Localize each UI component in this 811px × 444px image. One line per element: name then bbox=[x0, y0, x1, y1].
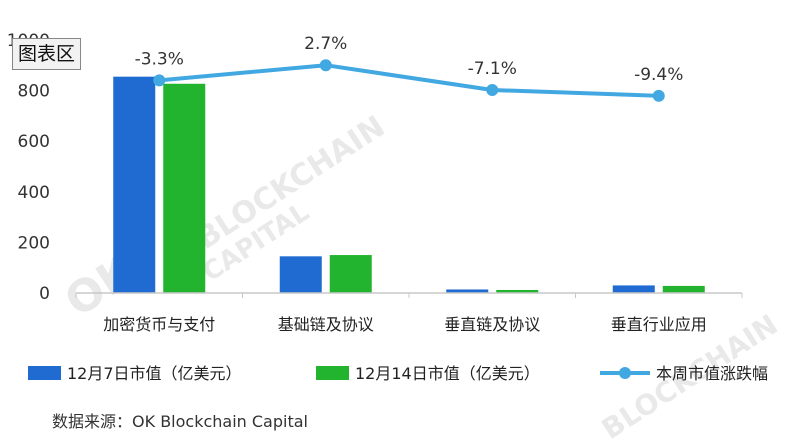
chart-area-tag[interactable]: 图表区 bbox=[12, 38, 82, 70]
bar-dec14-4 bbox=[662, 285, 705, 293]
change-data-label: -3.3% bbox=[135, 49, 184, 69]
legend-marker-change bbox=[619, 367, 631, 379]
bar-dec14-2 bbox=[329, 255, 372, 293]
legend-swatch-dec7 bbox=[28, 366, 61, 380]
y-tick-label: 800 bbox=[18, 82, 50, 102]
y-tick-label: 0 bbox=[39, 284, 50, 304]
change-point bbox=[486, 83, 499, 96]
y-tick-label: 200 bbox=[18, 233, 50, 253]
source-label: 数据来源： bbox=[52, 412, 133, 431]
change-data-label: -7.1% bbox=[468, 59, 517, 79]
x-category-label: 垂直行业应用 bbox=[611, 315, 707, 334]
y-tick-label: 400 bbox=[18, 183, 50, 203]
bar-dec7-1 bbox=[113, 76, 156, 293]
legend: 12月7日市值（亿美元） 12月14日市值（亿美元） 本周市值涨跌幅 bbox=[28, 364, 768, 383]
change-point bbox=[319, 59, 332, 72]
bar-dec7-3 bbox=[446, 289, 489, 293]
bar-dec14-1 bbox=[163, 83, 206, 293]
bars bbox=[113, 76, 705, 293]
source-note: 数据来源：OK Blockchain Capital bbox=[52, 408, 308, 432]
source-value: OK Blockchain Capital bbox=[132, 412, 308, 431]
bar-dec14-3 bbox=[496, 289, 539, 293]
y-axis: 02004006008001000 bbox=[7, 31, 50, 304]
x-category-label: 垂直链及协议 bbox=[444, 315, 540, 334]
y-tick-label: 600 bbox=[18, 132, 50, 152]
bar-dec7-4 bbox=[612, 285, 655, 293]
x-category-label: 加密货币与支付 bbox=[103, 315, 215, 334]
x-category-label: 基础链及协议 bbox=[278, 315, 374, 334]
x-axis: 加密货币与支付 基础链及协议 垂直链及协议 垂直行业应用 bbox=[75, 293, 743, 334]
legend-label-dec7: 12月7日市值（亿美元） bbox=[67, 364, 242, 383]
change-data-label: 2.7% bbox=[304, 34, 347, 54]
change-point bbox=[652, 89, 665, 102]
legend-label-change: 本周市值涨跌幅 bbox=[656, 364, 768, 383]
legend-label-dec14: 12月14日市值（亿美元） bbox=[355, 364, 540, 383]
change-line-series: -3.3% 2.7% -7.1% -9.4% bbox=[135, 34, 683, 102]
bar-dec7-2 bbox=[279, 256, 322, 293]
legend-swatch-dec14 bbox=[316, 366, 349, 380]
change-point bbox=[153, 74, 166, 87]
change-data-label: -9.4% bbox=[634, 65, 683, 85]
change-line bbox=[159, 63, 659, 98]
